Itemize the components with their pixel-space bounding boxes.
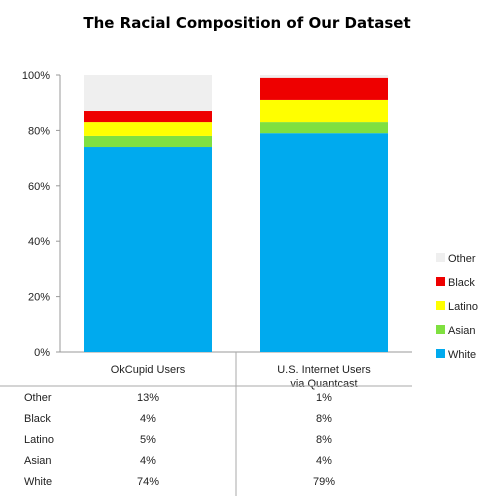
legend-swatch-white — [436, 349, 445, 358]
y-tick-label: 0% — [34, 347, 50, 359]
table-cell: 8% — [316, 434, 332, 446]
legend-label-black: Black — [448, 277, 475, 289]
table-cell: 1% — [316, 392, 332, 404]
table-row-label: Black — [24, 413, 51, 425]
table-cell: 5% — [140, 434, 156, 446]
table-cell: 4% — [140, 413, 156, 425]
bar-segment-latino — [260, 99, 388, 123]
y-tick-label: 60% — [28, 181, 50, 193]
legend-swatch-latino — [436, 301, 445, 310]
bar-segment-asian — [260, 122, 388, 134]
legend-label-asian: Asian — [448, 325, 476, 337]
bar-segment-latino — [84, 122, 212, 136]
bar-segment-black — [260, 77, 388, 100]
legend-label-other: Other — [448, 253, 476, 265]
legend: Other Black Latino Asian White — [436, 253, 478, 361]
legend-swatch-black — [436, 277, 445, 286]
legend-label-latino: Latino — [448, 301, 478, 313]
category-label: OkCupid Users — [111, 364, 186, 376]
table-cell: 4% — [140, 455, 156, 467]
chart-title: The Racial Composition of Our Dataset — [83, 14, 410, 32]
table-row-label: Asian — [24, 455, 52, 467]
legend-label-white: White — [448, 349, 476, 361]
data-table: Other 13% 1% Black 4% 8% Latino 5% 8% Asian 4% 4% Wh… — [0, 352, 412, 496]
bar-segment-other — [84, 75, 212, 112]
legend-swatch-other — [436, 253, 445, 262]
bar-segment-asian — [84, 135, 212, 148]
category-label: via Quantcast — [290, 378, 357, 390]
bar-segment-white — [260, 133, 388, 352]
bar-segment-white — [84, 147, 212, 352]
table-row-label: Latino — [24, 434, 54, 446]
table-cell: 74% — [137, 476, 159, 488]
category-label: U.S. Internet Users — [277, 364, 371, 376]
bar-segment-black — [84, 111, 212, 123]
table-cell: 13% — [137, 392, 159, 404]
bars: OkCupid Users U.S. Internet Users via Quan… — [84, 75, 388, 390]
table-row-label: White — [24, 476, 52, 488]
table-row-label: Other — [24, 392, 52, 404]
y-tick-label: 100% — [22, 70, 50, 82]
y-tick-label: 80% — [28, 125, 50, 137]
y-tick-label: 40% — [28, 236, 50, 248]
table-cell: 79% — [313, 476, 335, 488]
y-tick-label: 20% — [28, 292, 50, 304]
table-cell: 4% — [316, 455, 332, 467]
legend-swatch-asian — [436, 325, 445, 334]
bar-segment-other — [260, 75, 388, 78]
table-cell: 8% — [316, 413, 332, 425]
